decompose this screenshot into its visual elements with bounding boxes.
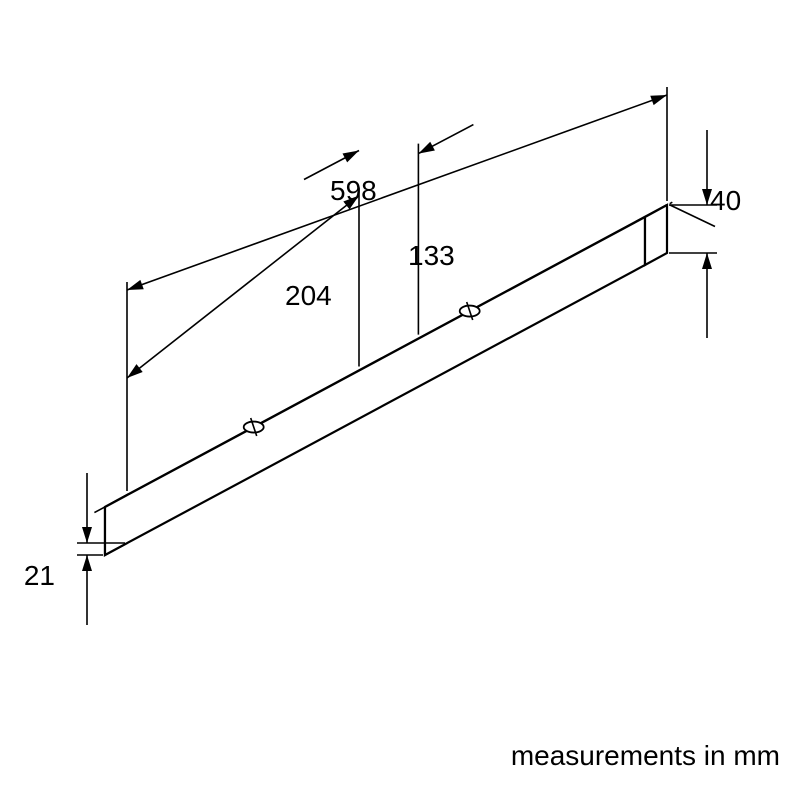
arrowhead-icon [418, 142, 434, 154]
arrowhead-icon [82, 527, 92, 543]
arrowhead-icon [127, 280, 144, 290]
arrowhead-icon [702, 253, 712, 269]
dim-label-204: 204 [285, 280, 332, 311]
arrowhead-icon [343, 151, 359, 163]
units-caption: measurements in mm [511, 740, 780, 771]
dim-label-133: 133 [408, 240, 455, 271]
centerline [94, 199, 677, 512]
dim-label-40: 40 [710, 185, 741, 216]
arrowhead-icon [127, 364, 143, 378]
arrowhead-icon [650, 95, 667, 105]
arrowhead-icon [82, 555, 92, 571]
dim-label-21: 21 [24, 560, 55, 591]
